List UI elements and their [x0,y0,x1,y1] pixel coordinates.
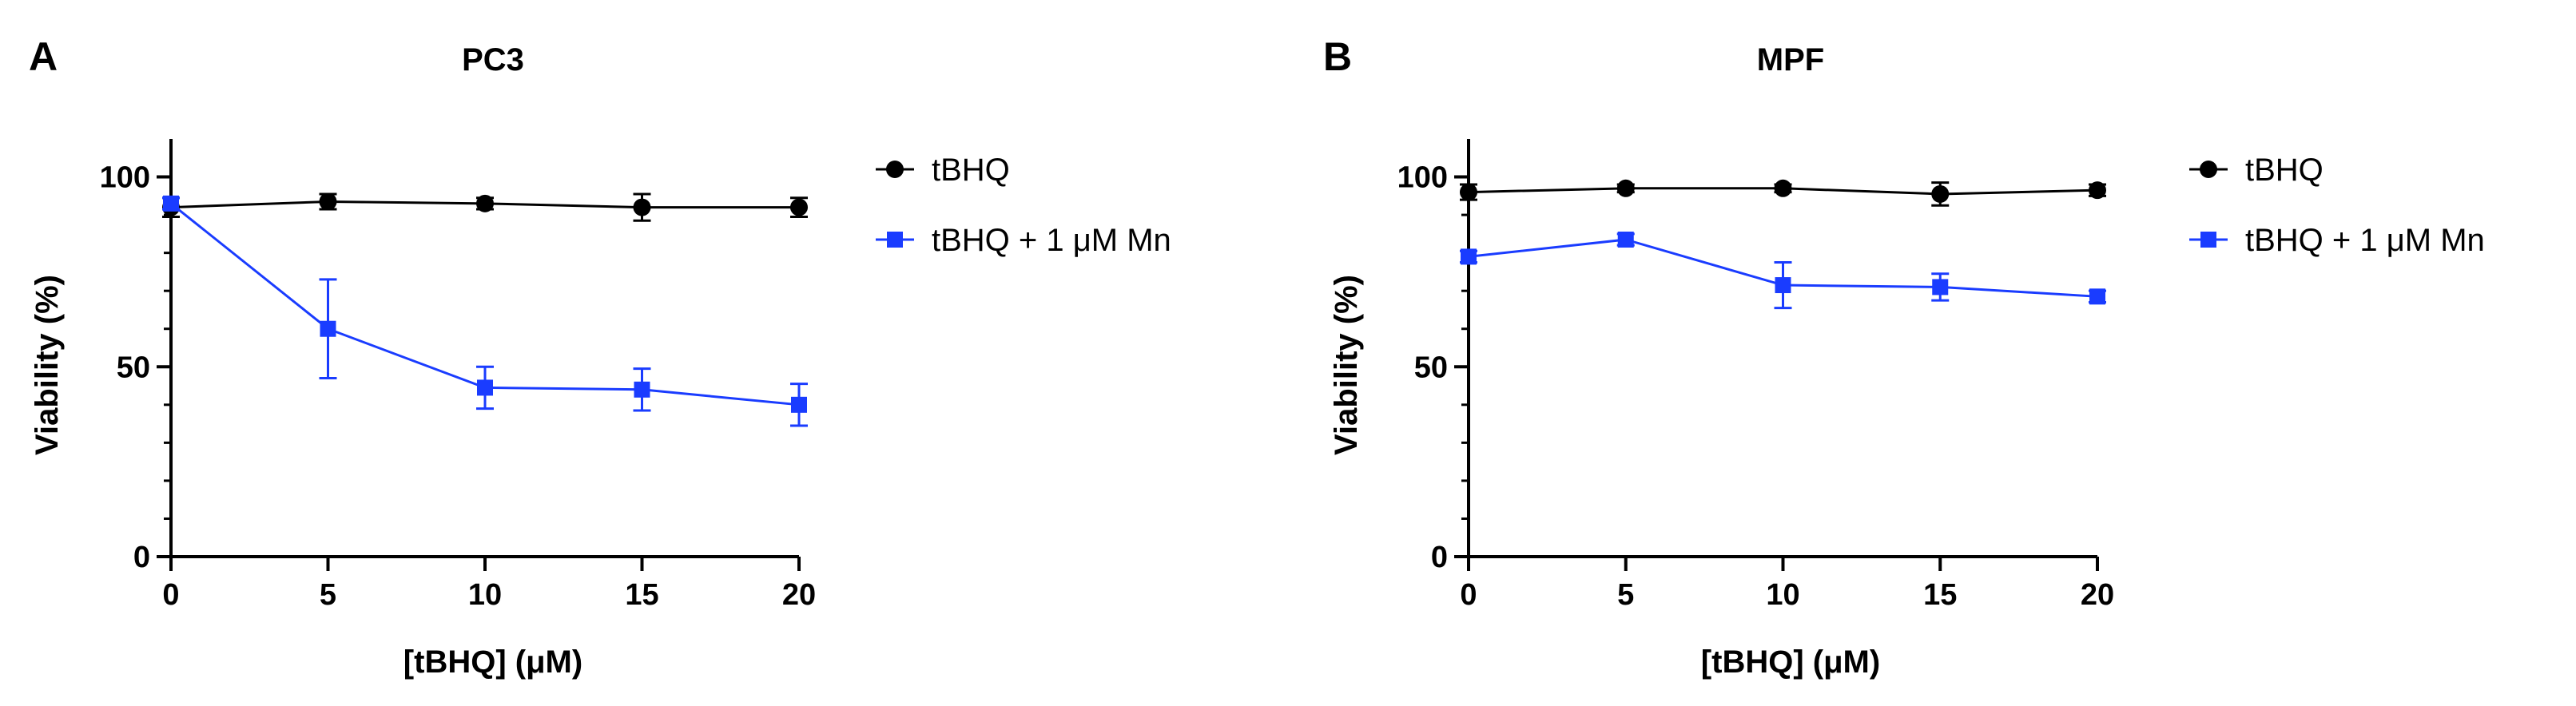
panel-a-x-axis-title: [tBHQ] (μM) [403,645,582,680]
panel-b-x-tick-label: 15 [1923,578,1957,612]
panel-b-legend: tBHQ tBHQ + 1 μM Mn [2189,153,2485,258]
panel-a-series-1-point [477,379,493,396]
panel-b-x-tick-label: 0 [1460,578,1477,612]
panel-a-series-0-point [319,192,337,211]
panel-b-series-0-point [1931,184,1950,203]
panel-a-x-tick-label: 20 [782,578,816,612]
panel-a-series-0-point [790,198,808,216]
panel-b-x-tick-label: 5 [1617,578,1634,612]
panel-a-plot-area [162,192,808,427]
panel-a: A PC3 [tBHQ] (μM) Viability (%) 0 50 100 0 5… [29,34,1171,680]
panel-b-x-axis-title: [tBHQ] (μM) [1701,645,1880,680]
panel-a-series-1-point [634,381,650,398]
panel-b-y-tick-label: 100 [1397,161,1448,195]
panel-a-legend-label: tBHQ [932,153,1010,188]
panel-a-y-axis-title: Viability (%) [30,275,65,455]
panel-b-series-1-point [1617,231,1634,248]
panel-a-series-1-point [320,320,336,337]
panel-a-x-tick-label: 10 [468,578,502,612]
panel-a-legend-marker [886,161,904,178]
panel-b-series-0-point [1460,183,1477,201]
panel-b-series-0-point [1774,179,1792,197]
panel-b-series-1-point [1932,279,1949,295]
panel-b-axes: 0 50 100 0 5 10 15 20 [1397,139,2114,612]
panel-b-x-tick-label: 20 [2081,578,2114,612]
panel-b-legend-label: tBHQ [2245,153,2324,188]
panel-b-series-1-point [2089,288,2105,305]
panel-a-series-1-point [791,396,807,413]
panel-a-legend-marker [887,232,903,248]
panel-a-legend-label: tBHQ + 1 μM Mn [932,223,1171,258]
panel-a-series-0-point [633,198,651,216]
panel-b-series-1-point [1775,277,1791,294]
panel-b-series-0-point [1616,179,1635,197]
panel-a-y-tick-label: 50 [117,351,150,384]
panel-b-title: MPF [1757,42,1824,77]
panel-b-legend-marker [2200,232,2216,248]
panel-a-series-0-point [476,194,494,212]
panel-b-y-axis-title: Viability (%) [1329,275,1364,455]
panel-a-axes: 0 50 100 0 5 10 15 20 [100,139,816,612]
panel-a-series-1-point [163,195,179,212]
panel-b-y-tick-label: 50 [1414,351,1448,384]
panel-a-x-tick-label: 5 [320,578,336,612]
panel-b-x-tick-label: 10 [1766,578,1799,612]
panel-b-legend-label: tBHQ + 1 μM Mn [2245,223,2485,258]
panel-a-x-tick-label: 0 [162,578,179,612]
panel-a-title: PC3 [462,42,524,77]
panel-a-legend: tBHQ tBHQ + 1 μM Mn [876,153,1171,258]
panel-b: B MPF [tBHQ] (μM) Viability (%) 0 50 100 0 5… [1323,34,2485,680]
panel-a-y-tick-label: 0 [133,541,150,574]
panel-b-legend-marker [2200,161,2217,178]
panel-b-letter: B [1323,34,1352,79]
panel-b-y-tick-label: 0 [1431,541,1448,574]
panel-b-series-1-point [1461,248,1477,265]
panel-a-y-tick-label: 100 [100,161,150,195]
panel-a-letter: A [29,34,58,79]
panel-a-x-tick-label: 15 [625,578,658,612]
panel-b-plot-area [1460,179,2106,310]
panel-b-series-0-point [2089,181,2106,200]
